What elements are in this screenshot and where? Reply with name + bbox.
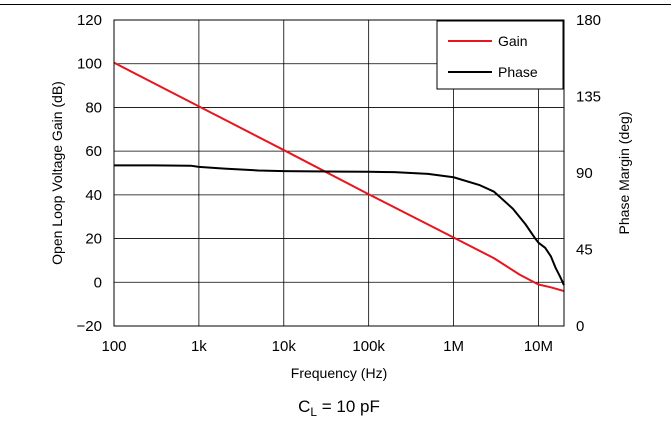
caption-rest: = 10 pF [317, 397, 380, 416]
y-tick-labels: −20 0 20 40 60 80 100 120 [77, 12, 102, 335]
y2-tick-label: 45 [576, 242, 593, 259]
y2-axis-title: Phase Margin (deg) [616, 112, 632, 235]
x-tick-labels: 100 1k 10k 100k 1M 10M [101, 338, 553, 355]
caption: CL = 10 pF [298, 397, 380, 419]
x-tick-label: 10M [524, 338, 553, 355]
series-line-phase [114, 164, 565, 286]
x-axis-title: Frequency (Hz) [291, 365, 387, 381]
y-tick-label: 60 [85, 143, 102, 160]
x-tick-label: 100k [352, 338, 385, 355]
y-tick-label: 0 [94, 274, 102, 291]
legend-box [436, 20, 564, 90]
y2-tick-label: 135 [576, 89, 601, 106]
legend: Gain Phase [436, 20, 564, 90]
caption-main: C [298, 397, 310, 416]
y-tick-label: 40 [85, 187, 102, 204]
x-tick-label: 1M [443, 338, 464, 355]
plot-frame [113, 19, 565, 327]
y-axis-title: Open Loop Voltage Gain (dB) [49, 81, 65, 265]
y2-tick-label: 90 [576, 165, 593, 182]
legend-label-gain: Gain [498, 33, 528, 49]
y-tick-label: 20 [85, 231, 102, 248]
x-tick-label: 10k [272, 338, 297, 355]
y-tick-label: 120 [77, 12, 102, 29]
y-tick-label: 80 [85, 99, 102, 116]
y2-tick-label: 180 [576, 12, 601, 29]
caption-subscript: L [310, 405, 317, 419]
legend-label-phase: Phase [498, 64, 538, 80]
series-line-gain [113, 61, 565, 292]
y2-tick-label: 0 [576, 318, 584, 335]
x-tick-label: 100 [101, 338, 126, 355]
x-tick-label: 1k [191, 338, 207, 355]
y-tick-label: 100 [77, 56, 102, 73]
y-tick-label: −20 [77, 318, 102, 335]
series-layer [113, 61, 565, 292]
y2-tick-labels: 0 45 90 135 180 [576, 12, 601, 335]
